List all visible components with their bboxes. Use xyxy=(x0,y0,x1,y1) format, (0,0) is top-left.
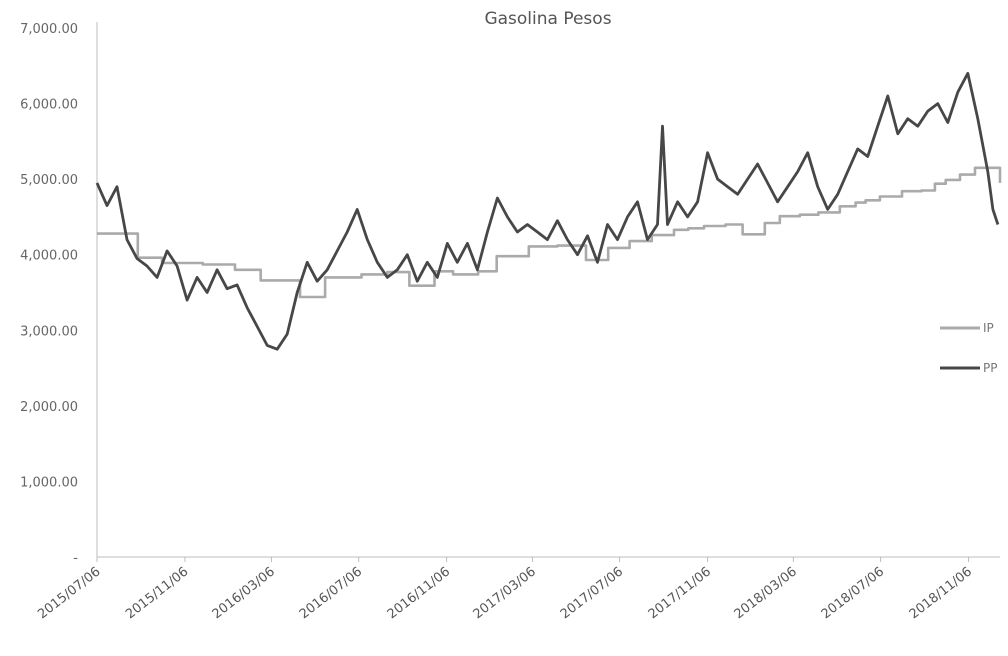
x-tick-label: 2016/11/06 xyxy=(385,564,453,622)
y-tick-label: 1,000.00 xyxy=(20,475,78,490)
chart-title: Gasolina Pesos xyxy=(484,9,611,29)
legend-label-pp: PP xyxy=(983,361,997,375)
x-tick-label: 2015/11/06 xyxy=(123,564,191,622)
x-tick-label: 2018/03/06 xyxy=(732,564,800,622)
y-tick-label: - xyxy=(73,551,78,566)
y-tick-label: 7,000.00 xyxy=(20,22,78,37)
x-tick-label: 2015/07/06 xyxy=(35,564,103,622)
x-tick-label: 2016/03/06 xyxy=(210,564,278,622)
legend: IP PP xyxy=(940,321,997,375)
x-tick-label: 2016/07/06 xyxy=(297,564,365,622)
x-tick-label: 2017/11/06 xyxy=(646,564,714,622)
x-tick-label: 2018/07/06 xyxy=(819,564,887,622)
y-tick-label: 3,000.00 xyxy=(20,324,78,339)
x-tick-label: 2017/07/06 xyxy=(558,564,626,622)
legend-label-ip: IP xyxy=(983,321,994,335)
x-tick-label: 2017/03/06 xyxy=(471,564,539,622)
axes: - 1,000.00 2,000.00 3,000.00 4,000.00 5,000.0… xyxy=(20,22,1000,622)
y-tick-label: 5,000.00 xyxy=(20,173,78,188)
series-lines xyxy=(95,71,1002,351)
y-tick-label: 4,000.00 xyxy=(20,249,78,264)
y-tick-label: 6,000.00 xyxy=(20,98,78,113)
series-line-pp xyxy=(95,71,1000,351)
x-tick-label: 2018/11/06 xyxy=(907,564,975,622)
series-line-ip xyxy=(97,166,1002,299)
y-tick-label: 2,000.00 xyxy=(20,400,78,415)
